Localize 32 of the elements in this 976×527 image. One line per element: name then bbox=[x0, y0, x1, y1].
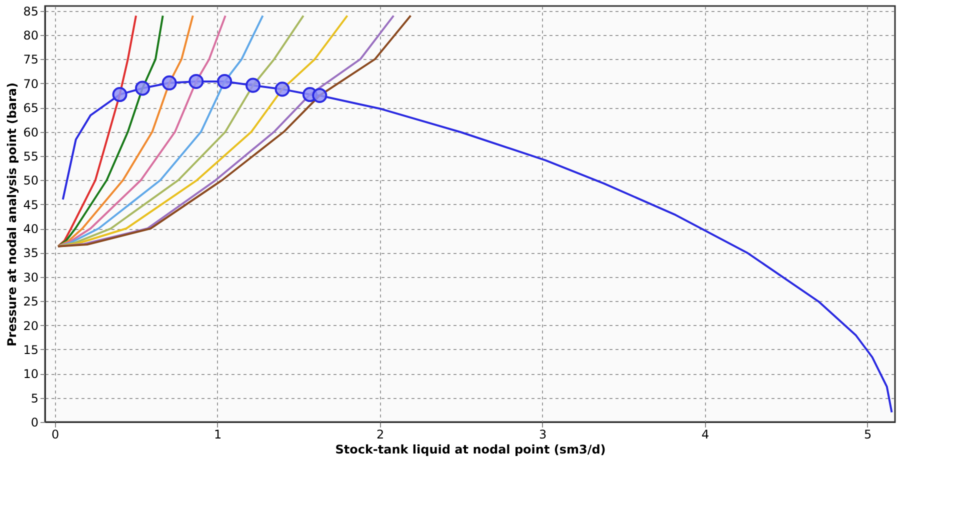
y-tick-label: 40 bbox=[23, 222, 38, 236]
y-tick-label: 10 bbox=[23, 367, 38, 382]
y-tick-label: 30 bbox=[23, 270, 38, 284]
line-series bbox=[57, 14, 226, 248]
y-axis-title: Pressure at nodal analysis point (bara) bbox=[5, 82, 20, 347]
x-axis-title: Stock-tank liquid at nodal point (sm3/d) bbox=[335, 442, 606, 456]
y-tick-label: 70 bbox=[23, 76, 38, 91]
y-tick-label: 80 bbox=[23, 28, 38, 43]
y-tick-label: 65 bbox=[23, 101, 38, 116]
x-tick-label: 4 bbox=[702, 428, 710, 442]
y-tick-label: 15 bbox=[23, 342, 38, 357]
y-tick-label: 60 bbox=[23, 125, 38, 140]
line-series bbox=[57, 14, 304, 248]
x-tick-label: 3 bbox=[539, 428, 547, 442]
line-series bbox=[57, 14, 264, 248]
x-tick-label: 0 bbox=[51, 428, 60, 442]
y-tick-label: 50 bbox=[23, 174, 38, 188]
x-tick-label: 1 bbox=[214, 428, 222, 442]
line-series bbox=[57, 14, 164, 248]
line-series bbox=[57, 14, 138, 248]
y-tick-label: 45 bbox=[23, 198, 38, 212]
x-tick-label: 5 bbox=[864, 428, 872, 442]
y-tick-label: 0 bbox=[30, 416, 38, 430]
y-tick-label: 85 bbox=[23, 4, 38, 18]
y-tick-label: 20 bbox=[23, 318, 38, 333]
x-tick-label: 2 bbox=[376, 428, 384, 442]
y-tick-label: 25 bbox=[23, 294, 38, 309]
y-tick-label: 75 bbox=[23, 52, 38, 67]
line-series bbox=[57, 14, 194, 248]
y-tick-label: 35 bbox=[23, 246, 38, 260]
y-tick-label: 55 bbox=[23, 149, 38, 164]
y-tick-label: 5 bbox=[30, 391, 38, 406]
